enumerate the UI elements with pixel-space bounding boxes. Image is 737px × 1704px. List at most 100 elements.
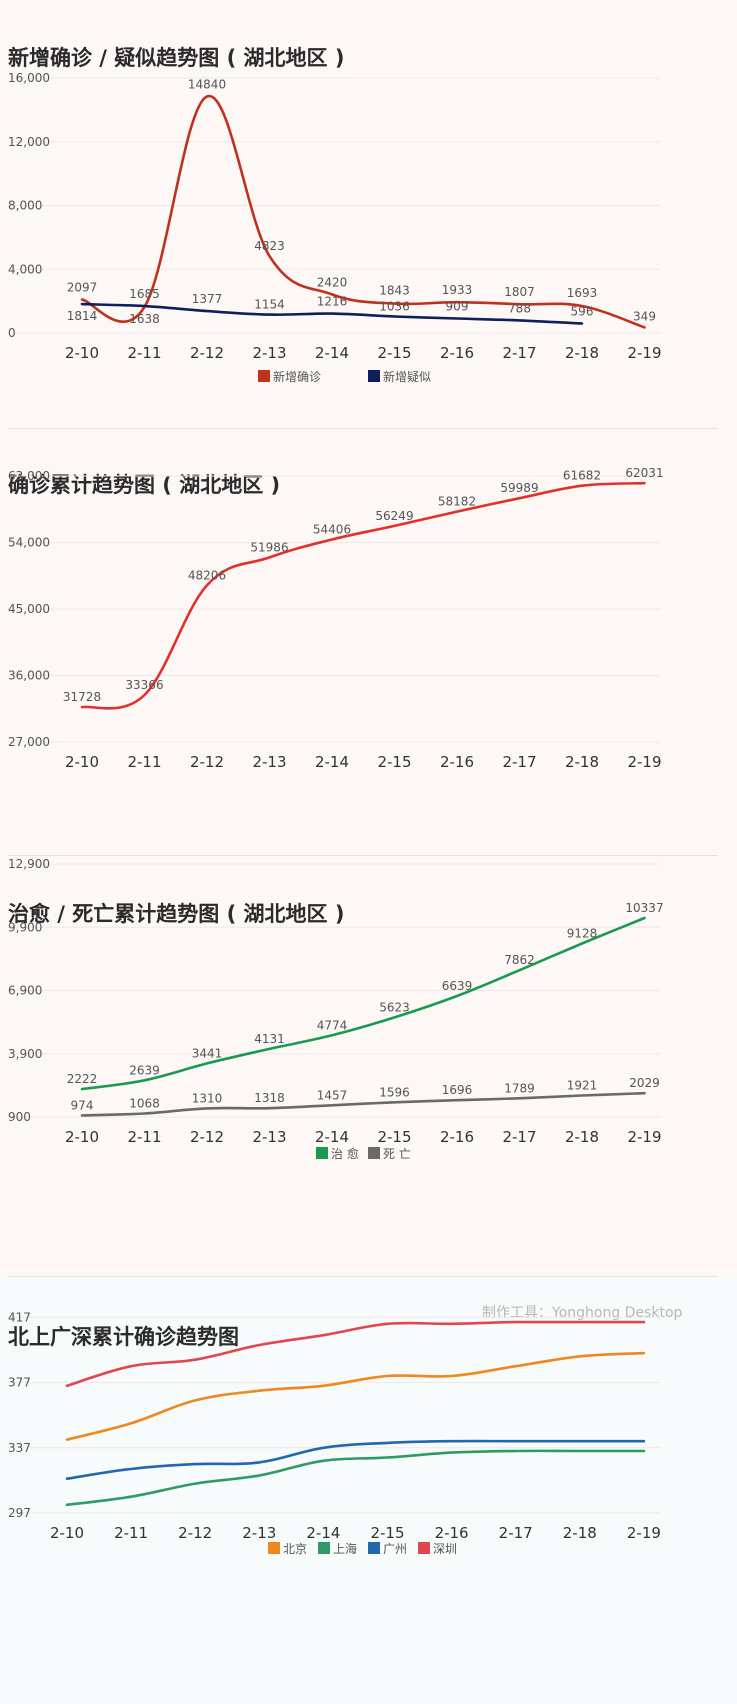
data-label: 3441 — [192, 1046, 223, 1060]
x-tick-label: 2-15 — [377, 344, 411, 362]
data-label: 62031 — [625, 466, 663, 480]
data-label: 974 — [71, 1098, 94, 1112]
line-chart-recovery-death: 900 3,900 6,900 9,900 12,900 2-10 2-11 2-12 2-13… — [8, 857, 664, 1161]
data-label: 596 — [571, 305, 594, 319]
y-tick-label: 9,900 — [8, 920, 42, 934]
x-tick-label: 2-18 — [565, 344, 599, 362]
data-label: 4131 — [254, 1032, 285, 1046]
y-tick-label: 63,000 — [8, 469, 50, 483]
x-tick-label: 2-11 — [127, 344, 161, 362]
y-tick-label: 45,000 — [8, 602, 50, 616]
legend-swatch — [316, 1147, 328, 1159]
legend-label: 北京 — [283, 1542, 307, 1556]
x-tick-label: 2-18 — [565, 753, 599, 771]
x-tick-label: 2-15 — [377, 753, 411, 771]
data-label: 10337 — [625, 901, 663, 915]
data-label: 2639 — [129, 1063, 160, 1077]
x-tick-label: 2-11 — [114, 1524, 148, 1542]
data-label: 788 — [508, 301, 531, 315]
x-tick-label: 2-12 — [190, 753, 224, 771]
data-label: 33366 — [125, 678, 163, 692]
y-tick-label: 8,000 — [8, 199, 42, 213]
data-label: 1696 — [442, 1083, 473, 1097]
data-label: 1154 — [254, 298, 285, 312]
data-label: 4823 — [254, 239, 285, 253]
x-tick-label: 2-12 — [178, 1524, 212, 1542]
data-label: 1638 — [129, 312, 160, 326]
data-label: 1843 — [379, 284, 410, 298]
x-tick-label: 2-14 — [315, 1128, 349, 1146]
data-label: 1933 — [442, 283, 473, 297]
data-label: 58182 — [438, 495, 476, 509]
data-label: 59989 — [500, 481, 538, 495]
data-label: 1921 — [567, 1078, 598, 1092]
y-tick-label: 0 — [8, 326, 16, 340]
series-line — [65, 1320, 646, 1388]
y-tick-label: 337 — [8, 1441, 31, 1455]
legend-label: 深圳 — [433, 1542, 457, 1556]
data-label: 4774 — [317, 1018, 348, 1032]
y-tick-label: 27,000 — [8, 735, 50, 749]
line-chart-cumulative: 27,000 36,000 45,000 54,000 63,000 2-10 2-11 2-… — [8, 466, 664, 771]
data-label: 1036 — [379, 299, 410, 313]
x-tick-label: 2-17 — [499, 1524, 533, 1542]
divider — [8, 1276, 718, 1277]
data-label: 2029 — [629, 1076, 660, 1090]
divider — [8, 855, 718, 856]
y-tick-label: 36,000 — [8, 669, 50, 683]
data-label: 54406 — [313, 523, 351, 537]
data-label: 1318 — [254, 1091, 285, 1105]
x-tick-label: 2-16 — [440, 344, 474, 362]
x-tick-label: 2-10 — [50, 1524, 84, 1542]
chart-panel-major-cities — [0, 1276, 737, 1704]
x-tick-label: 2-10 — [65, 344, 99, 362]
data-label: 1807 — [504, 285, 535, 299]
x-tick-label: 2-14 — [315, 344, 349, 362]
data-label: 909 — [446, 300, 469, 314]
x-tick-label: 2-17 — [502, 344, 536, 362]
data-label: 349 — [633, 309, 656, 323]
data-label: 5623 — [379, 1000, 410, 1014]
x-tick-label: 2-13 — [252, 1128, 286, 1146]
legend-label: 广州 — [383, 1542, 407, 1556]
y-tick-label: 297 — [8, 1506, 31, 1520]
legend-label: 新增确诊 — [273, 369, 321, 384]
legend-swatch — [418, 1542, 430, 1554]
data-label: 48206 — [188, 568, 226, 582]
chart-title: 治愈 / 死亡累计趋势图 ( 湖北地区 ) — [8, 902, 345, 926]
divider — [8, 428, 718, 429]
x-tick-label: 2-17 — [502, 753, 536, 771]
data-label: 1457 — [317, 1088, 348, 1102]
legend-label: 治 愈 — [331, 1146, 359, 1161]
data-label: 14840 — [188, 77, 226, 91]
data-label: 1789 — [504, 1081, 535, 1095]
x-tick-label: 2-19 — [627, 344, 661, 362]
data-label: 1693 — [567, 286, 598, 300]
y-tick-label: 4,000 — [8, 262, 42, 276]
data-label: 2097 — [67, 281, 98, 295]
legend-label: 上海 — [333, 1541, 357, 1556]
y-tick-label: 900 — [8, 1110, 31, 1124]
x-tick-label: 2-14 — [306, 1524, 340, 1542]
data-label: 51986 — [250, 540, 288, 554]
legend-label: 新增疑似 — [383, 369, 431, 384]
legend-swatch — [268, 1542, 280, 1554]
y-tick-label: 6,900 — [8, 984, 42, 998]
series-line — [80, 481, 646, 710]
series-line — [65, 1351, 646, 1441]
data-label: 1068 — [129, 1096, 160, 1110]
y-tick-label: 16,000 — [8, 71, 50, 85]
data-label: 6639 — [442, 979, 473, 993]
x-tick-label: 2-19 — [627, 1128, 661, 1146]
data-label: 1685 — [129, 287, 160, 301]
x-tick-label: 2-12 — [190, 1128, 224, 1146]
chart-title: 新增确诊 / 疑似趋势图 ( 湖北地区 ) — [8, 46, 345, 70]
x-tick-label: 2-12 — [190, 344, 224, 362]
data-label: 61682 — [563, 469, 601, 483]
legend-swatch — [318, 1542, 330, 1554]
series-line — [80, 916, 646, 1091]
x-tick-label: 2-15 — [370, 1524, 404, 1542]
data-label: 1377 — [192, 292, 223, 306]
x-tick-label: 2-13 — [252, 753, 286, 771]
y-tick-label: 417 — [8, 1310, 31, 1324]
